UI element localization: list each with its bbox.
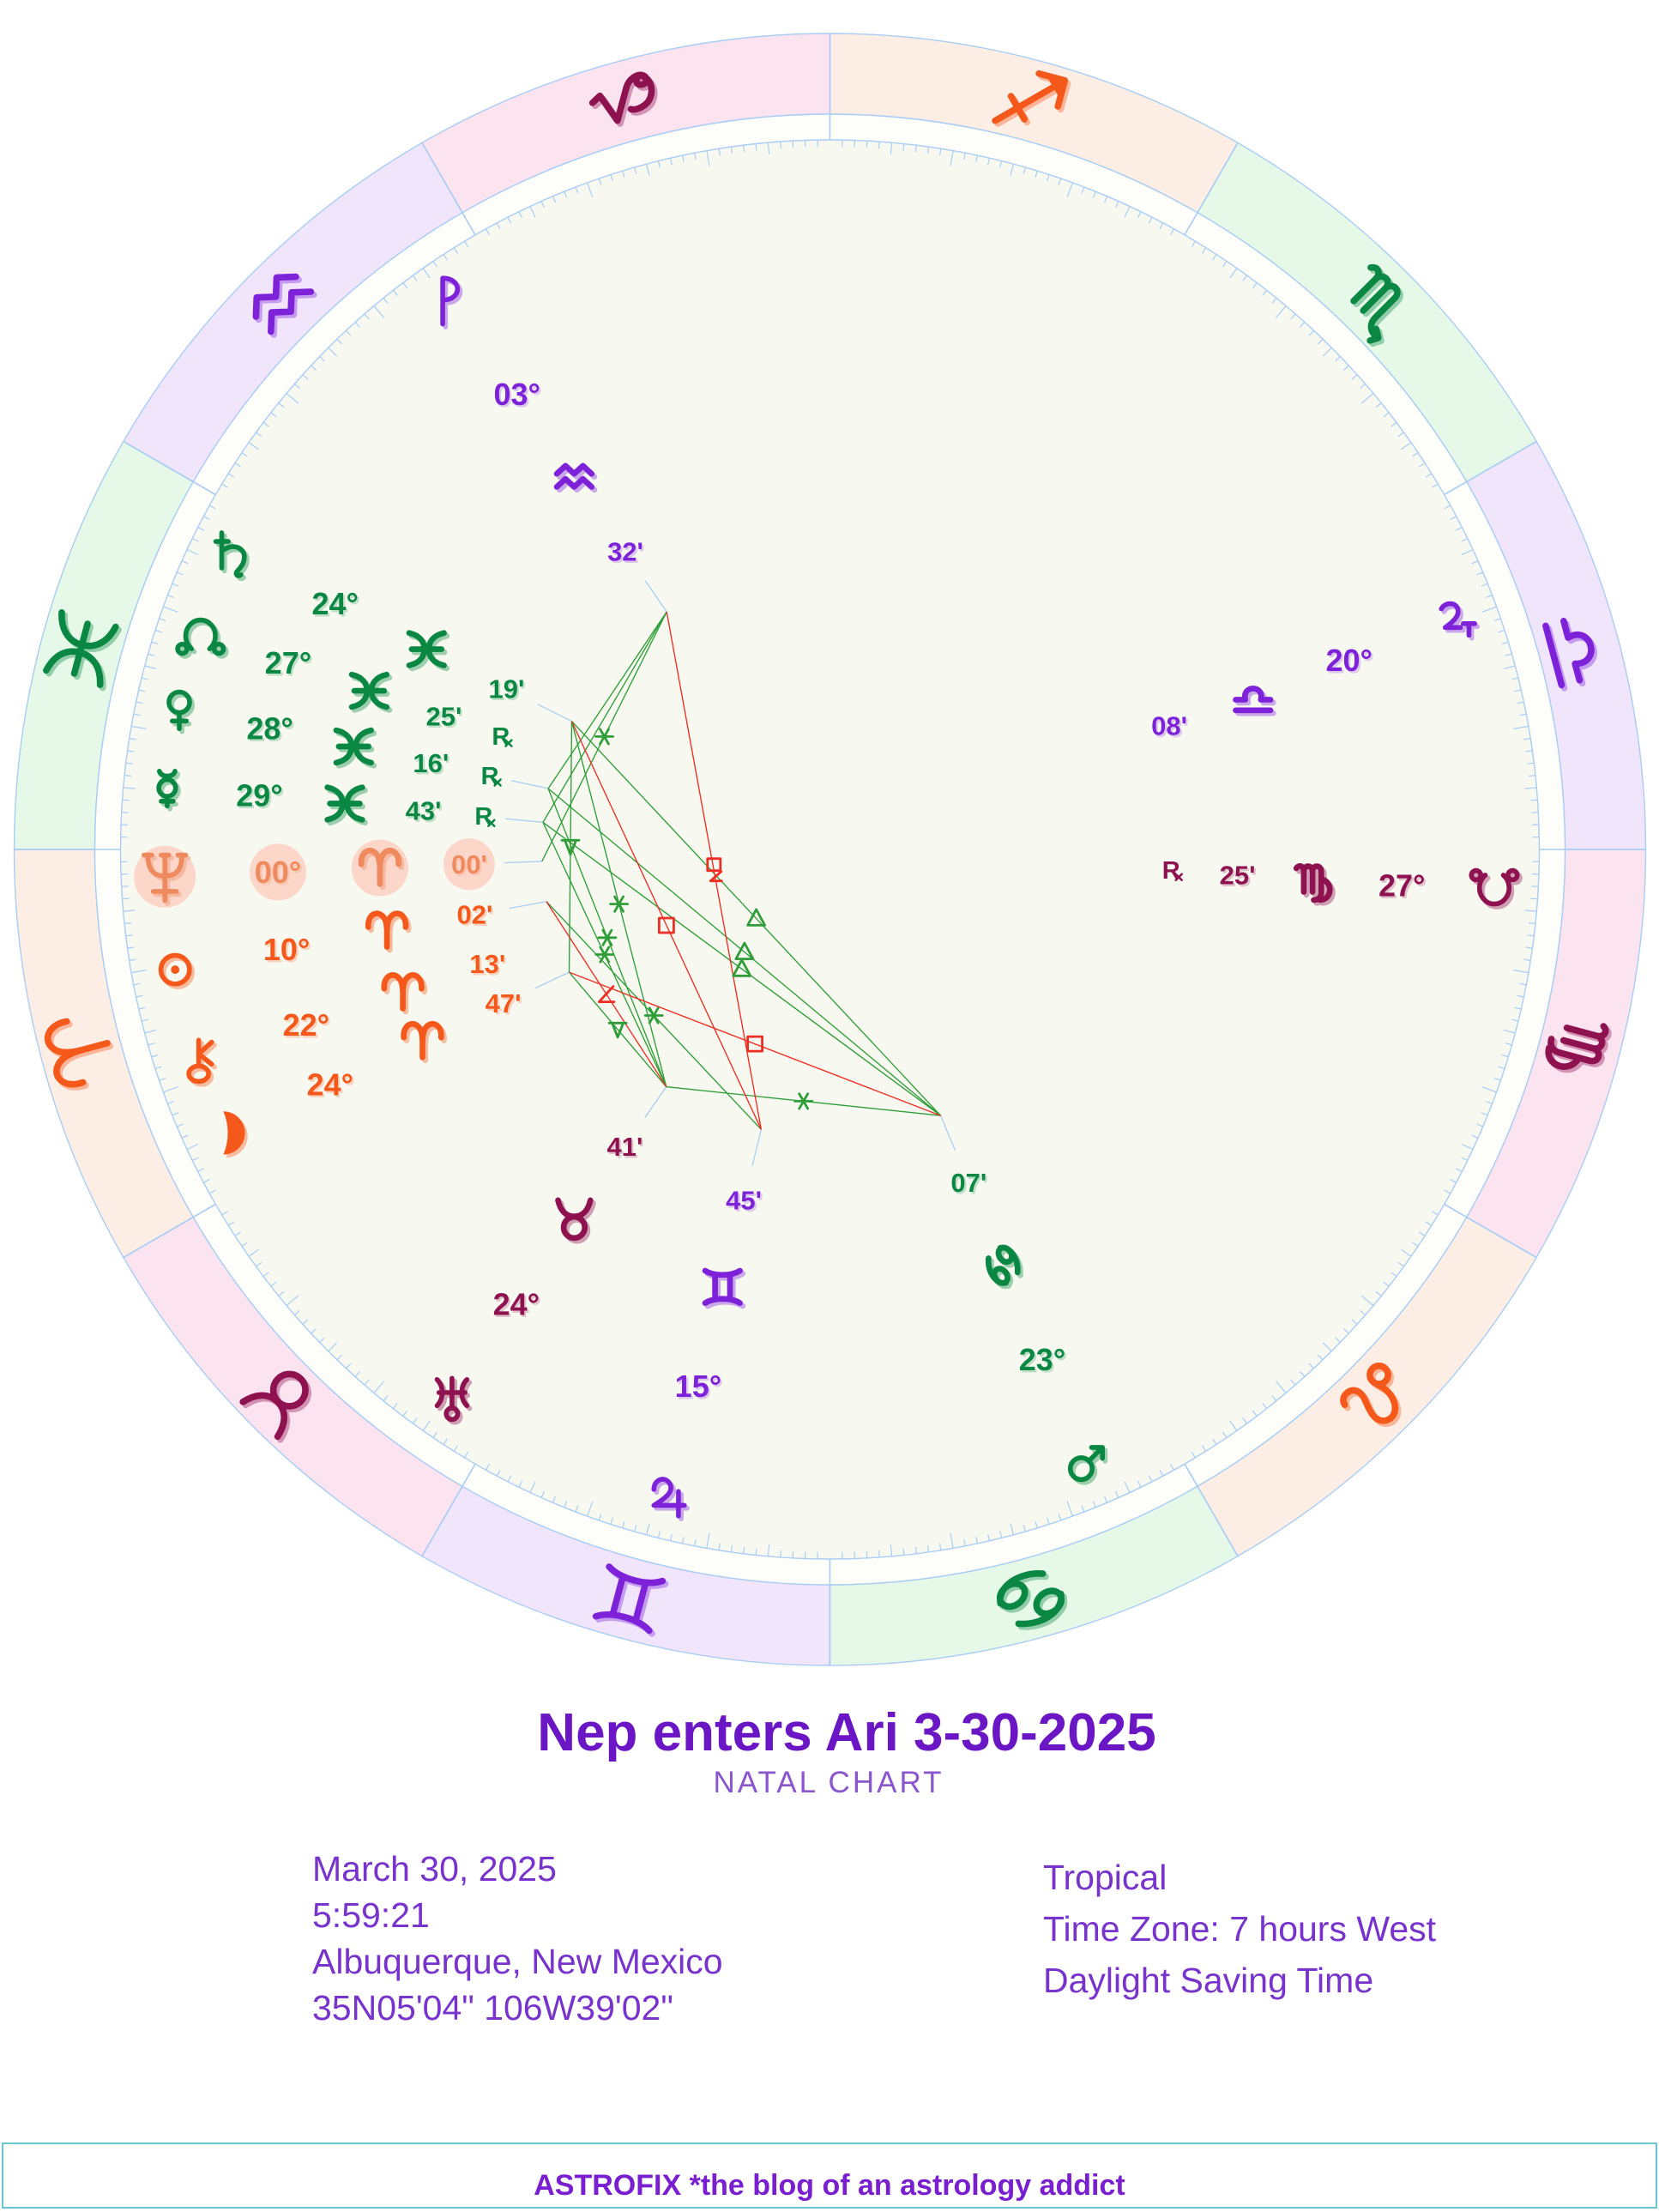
svg-text:ASTROFIX *the blog of an astro: ASTROFIX *the blog of an astrology addic… <box>534 2169 1125 2202</box>
svg-text:43': 43' <box>407 798 443 828</box>
svg-text:28°: 28° <box>249 713 295 748</box>
svg-text:19': 19' <box>491 676 527 706</box>
svg-text:R: R <box>481 763 499 790</box>
svg-text:00°: 00° <box>255 855 301 890</box>
svg-text:Albuquerque, New Mexico: Albuquerque, New Mexico <box>312 1942 723 1981</box>
svg-text:00': 00' <box>453 851 489 881</box>
svg-text:15°: 15° <box>677 1370 723 1405</box>
svg-text:24°: 24° <box>495 1289 541 1324</box>
svg-text:27°: 27° <box>265 645 311 680</box>
svg-text:47': 47' <box>486 988 522 1018</box>
svg-text:10°: 10° <box>265 934 311 969</box>
svg-text:27°: 27° <box>1380 870 1427 905</box>
svg-text:43': 43' <box>406 796 442 826</box>
svg-text:R: R <box>1162 857 1180 885</box>
svg-text:10°: 10° <box>263 932 310 967</box>
svg-text:13': 13' <box>472 952 508 982</box>
svg-text:5:59:21: 5:59:21 <box>312 1895 430 1935</box>
svg-text:22°: 22° <box>283 1007 329 1043</box>
svg-text:20°: 20° <box>1328 645 1374 680</box>
svg-text:Daylight Saving Time: Daylight Saving Time <box>1043 1961 1373 2000</box>
svg-text:27°: 27° <box>267 648 313 683</box>
svg-text:24°: 24° <box>311 586 358 621</box>
svg-text:13': 13' <box>469 949 505 979</box>
svg-text:15°: 15° <box>675 1369 721 1404</box>
svg-text:45': 45' <box>726 1185 762 1215</box>
svg-text:32': 32' <box>609 539 645 569</box>
svg-text:03°: 03° <box>493 377 540 412</box>
svg-text:Time Zone: 7 hours West: Time Zone: 7 hours West <box>1043 1909 1437 1949</box>
svg-text:24°: 24° <box>309 1069 355 1104</box>
svg-text:07': 07' <box>950 1168 986 1198</box>
svg-text:24°: 24° <box>307 1067 353 1103</box>
svg-text:24°: 24° <box>314 589 360 624</box>
svg-text:25': 25' <box>428 704 464 734</box>
svg-text:NATAL CHART: NATAL CHART <box>714 1766 944 1799</box>
svg-text:35N05'04" 106W39'02": 35N05'04" 106W39'02" <box>312 1988 673 2028</box>
svg-text:22°: 22° <box>285 1009 331 1044</box>
svg-text:02': 02' <box>456 900 492 930</box>
svg-text:R: R <box>492 723 510 751</box>
svg-text:25': 25' <box>1222 862 1258 892</box>
svg-text:23°: 23° <box>1019 1342 1065 1377</box>
svg-text:27°: 27° <box>1378 867 1425 903</box>
svg-text:32': 32' <box>607 537 643 567</box>
svg-text:02': 02' <box>459 902 495 932</box>
svg-text:45': 45' <box>727 1188 763 1218</box>
svg-text:Nep enters Ari 3-30-2025: Nep enters Ari 3-30-2025 <box>537 1703 1155 1762</box>
svg-text:03°: 03° <box>496 378 542 414</box>
svg-text:00°: 00° <box>256 856 303 891</box>
svg-text:19': 19' <box>488 674 524 704</box>
svg-text:16': 16' <box>413 748 449 778</box>
svg-text:20°: 20° <box>1325 643 1372 678</box>
svg-text:00': 00' <box>451 849 487 879</box>
svg-text:R: R <box>474 803 492 831</box>
svg-text:25': 25' <box>1220 860 1256 890</box>
svg-text:41': 41' <box>606 1132 642 1162</box>
svg-text:Tropical: Tropical <box>1043 1858 1167 1897</box>
svg-text:08': 08' <box>1153 713 1189 743</box>
svg-text:28°: 28° <box>246 710 293 746</box>
svg-text:16': 16' <box>415 750 451 780</box>
svg-text:47': 47' <box>487 990 523 1020</box>
svg-text:07': 07' <box>953 1170 989 1200</box>
svg-text:08': 08' <box>1151 711 1187 741</box>
svg-text:41': 41' <box>609 1134 645 1164</box>
svg-text:29°: 29° <box>236 778 282 813</box>
svg-text:24°: 24° <box>493 1287 540 1322</box>
svg-text:March 30, 2025: March 30, 2025 <box>312 1849 557 1889</box>
svg-text:23°: 23° <box>1021 1345 1067 1380</box>
svg-text:25': 25' <box>425 702 462 732</box>
svg-text:29°: 29° <box>238 780 284 815</box>
